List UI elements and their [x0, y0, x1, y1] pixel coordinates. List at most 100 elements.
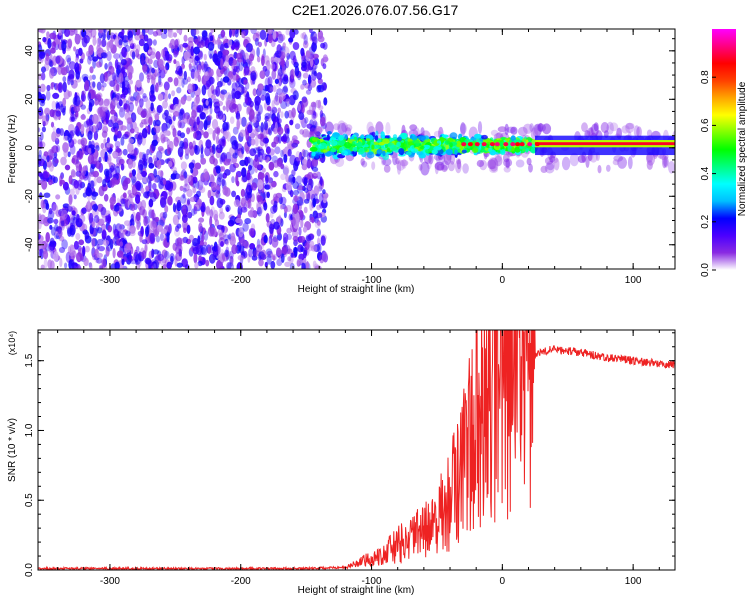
spectrogram-cell [266, 191, 271, 198]
spectrogram-cell [149, 51, 156, 59]
spectrogram-cell [243, 65, 250, 76]
spectrogram-cell [481, 142, 487, 147]
spectrogram-cell [234, 90, 241, 100]
spectrogram-cell [420, 161, 430, 176]
spectrogram-cell [93, 131, 99, 141]
spectrogram-cell [197, 179, 204, 191]
spectrogram-cell [69, 188, 75, 196]
spectrogram-cell [311, 124, 316, 131]
spectrogram-cell [159, 68, 166, 79]
spectrogram-cell [310, 115, 317, 125]
spectrogram-cell [46, 31, 50, 39]
spectrogram-cell [146, 175, 152, 184]
spectrogram-cell [303, 34, 308, 46]
spectrogram-cell [163, 130, 170, 136]
spectrogram-cell [200, 61, 205, 71]
spectrogram-cell [131, 178, 137, 186]
spectrogram-cell [203, 131, 209, 139]
spectrogram-cell [316, 204, 321, 211]
spectrogram-cell [156, 105, 161, 115]
spectrogram-cell [277, 107, 282, 114]
spectrogram-cell [135, 180, 142, 190]
spectrogram-cell [80, 137, 88, 147]
spectrogram-cell [235, 52, 243, 60]
spectrogram-cell [122, 133, 129, 140]
spectrogram-cell [239, 159, 247, 167]
spectrogram-cell [265, 213, 270, 223]
spectrogram-cell [38, 248, 43, 258]
spectrogram-cell [240, 188, 245, 198]
spectrogram-cell [153, 191, 160, 197]
spectrogram-cell [278, 214, 282, 225]
spectrogram-cell [221, 152, 226, 163]
spectrogram-cell [361, 160, 368, 168]
spectrogram-cell [121, 46, 128, 58]
spectrogram-cell [71, 155, 79, 165]
spectrogram-cell [57, 82, 64, 93]
spectrogram-cell [215, 39, 222, 45]
spectrogram-cell [273, 200, 278, 208]
spectrogram-cell [317, 35, 325, 43]
spectrogram-cell [52, 203, 58, 215]
spectrogram-cell [229, 215, 237, 225]
spectrogram-cell [92, 204, 98, 211]
spectrogram-cell [546, 160, 555, 171]
spectrogram-cell [73, 194, 77, 200]
spectrogram-cell [40, 131, 44, 141]
spectrogram-cell [272, 85, 277, 93]
spectrogram-cell [81, 207, 87, 214]
spectrogram-cell [61, 67, 68, 76]
spectrogram-cell [178, 67, 183, 77]
spectrogram-cell [163, 65, 168, 74]
snr-panel: -300 -200 -100 0 100 0.0 0.5 1.0 1.5 Height of … [7, 329, 676, 596]
spectrogram-cell [314, 125, 323, 136]
spectrogram-cell [208, 68, 214, 77]
spectrogram-cell [49, 60, 54, 68]
spectrogram-cell [279, 218, 284, 227]
spectrogram-cell [301, 158, 308, 165]
spectrogram-cell [489, 142, 495, 147]
spectrogram-cell [103, 194, 109, 202]
spectrogram-cell [157, 146, 164, 152]
spectrogram-cell [122, 180, 129, 191]
spectrogram-cell [633, 125, 640, 138]
spectrogram-cell [300, 33, 305, 39]
spectrogram-cell [179, 140, 185, 149]
spectrogram-cell [171, 90, 176, 97]
spectrogram-cell [198, 217, 205, 223]
spectrogram-cell [212, 209, 219, 221]
spectrogram-cell [98, 185, 105, 197]
y-tick-label: 0.5 [24, 493, 35, 507]
spectrogram-cell [304, 117, 309, 124]
spectrogram-cell [88, 102, 93, 112]
spectrogram-cell [40, 199, 45, 209]
spectrogram-cell [317, 139, 321, 145]
spectrogram-cell [317, 242, 322, 254]
spectrogram-cell [213, 241, 218, 253]
spectrogram-cell [218, 138, 226, 147]
spectrogram-cell [507, 146, 512, 152]
spectrogram-cell [515, 159, 525, 168]
spectrogram-cell [217, 110, 224, 120]
spectrogram-cell [161, 48, 166, 58]
spectrogram-cell [192, 180, 197, 189]
spectrogram-cell [264, 112, 272, 119]
colorbar-label: Normalized spectral amplitude [737, 81, 748, 216]
spectrogram-cell [59, 175, 63, 184]
spectrogram-cell [173, 77, 179, 87]
spectrogram-cell [118, 158, 125, 166]
spectrogram-cell [203, 230, 209, 241]
spectrogram-cell [245, 58, 251, 69]
spectrogram-cell [186, 127, 191, 135]
spectrogram-cell [292, 90, 299, 101]
spectrogram-cell [317, 99, 322, 109]
spectrogram-cell [110, 109, 116, 115]
spectrogram-cell [326, 131, 332, 135]
spectrogram-cell [382, 158, 392, 166]
spectrogram-cell [625, 122, 635, 130]
spectrogram-cell [320, 42, 326, 49]
spectrogram-cell [301, 60, 307, 68]
spectrogram-cell [233, 199, 241, 208]
spectrogram-cell [87, 154, 95, 165]
spectrogram-cell [87, 55, 92, 65]
